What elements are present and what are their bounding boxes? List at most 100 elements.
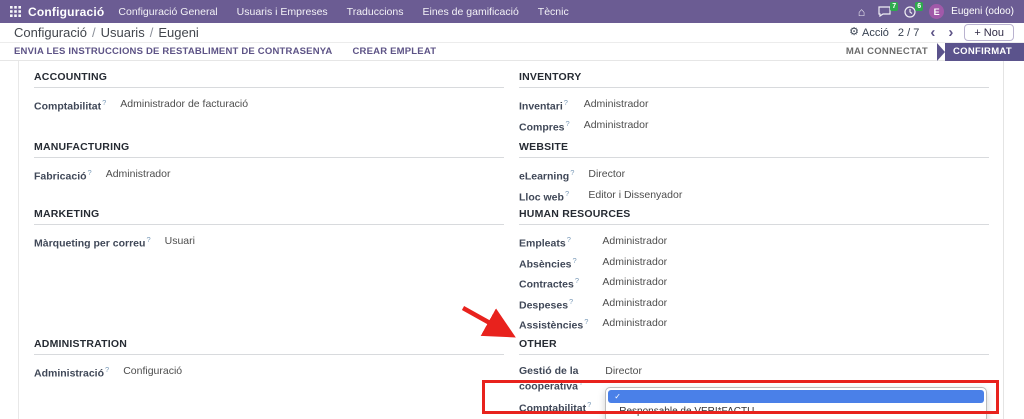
field-row: eLearning? Director: [519, 165, 682, 186]
form-button-bar: ENVIA LES INSTRUCCIONS DE RESTABLIMENT D…: [0, 42, 1024, 61]
send-password-reset-button[interactable]: ENVIA LES INSTRUCCIONS DE RESTABLIMENT D…: [14, 46, 333, 57]
field-value[interactable]: Director: [588, 168, 626, 180]
help-icon: ?: [574, 276, 580, 285]
help-icon: ?: [105, 365, 110, 374]
pager-next-icon[interactable]: ›: [948, 23, 954, 41]
field-value[interactable]: Administrador: [583, 118, 649, 131]
pager-previous-icon[interactable]: ‹: [930, 23, 936, 41]
field-row: Assistències? Administrador: [519, 314, 667, 335]
field-label: eLearning?: [519, 168, 575, 183]
section-title: MANUFACTURING: [34, 141, 504, 158]
field-value[interactable]: Editor i Dissenyador: [588, 188, 683, 201]
messages-badge: 7: [890, 2, 899, 11]
comptabilitat-dropdown: ✓ Responsable de VERI*FACTU: [605, 386, 988, 419]
field-value[interactable]: Administrador: [602, 317, 668, 329]
form-sheet: ACCOUNTING Comptabilitat? Administrador …: [18, 61, 1004, 419]
field-row: Administració? Configuració: [34, 362, 182, 383]
action-menu-button[interactable]: ⚙ Acció: [849, 27, 889, 39]
section-title: OTHER: [519, 338, 989, 355]
breadcrumb-current: Eugeni: [158, 25, 199, 40]
menu-usuaris-i-empreses[interactable]: Usuaris i Empreses: [236, 5, 328, 18]
help-icon: ?: [578, 378, 584, 387]
field-row: Màrqueting per correu? Usuari: [34, 232, 195, 253]
menu-eines-de-gamificacio[interactable]: Eines de gamificació: [422, 5, 519, 18]
field-value[interactable]: Administrador: [602, 296, 668, 309]
field-label: Gestió de la cooperativa?: [519, 365, 584, 393]
new-record-button[interactable]: + Nou: [964, 24, 1014, 41]
help-icon: ?: [563, 98, 568, 107]
field-label: Despeses?: [519, 296, 574, 312]
field-label: Compres?: [519, 118, 570, 134]
help-icon: ?: [146, 235, 151, 244]
app-title[interactable]: Configuració: [28, 4, 105, 19]
field-label: Comptabilitat?: [34, 98, 107, 113]
activities-badge: 6: [915, 1, 924, 11]
user-name[interactable]: Eugeni (odoo): [951, 6, 1014, 17]
field-value[interactable]: Configuració: [123, 365, 183, 377]
activities-clock-icon[interactable]: 6: [904, 1, 924, 18]
status-mai-connectat[interactable]: MAI CONNECTAT: [845, 46, 928, 57]
field-value[interactable]: Administrador: [602, 235, 668, 247]
field-value[interactable]: Administrador: [602, 276, 668, 288]
section-manufacturing: MANUFACTURING Fabricació? Administrador: [34, 141, 504, 208]
dropdown-selected-blank-option[interactable]: ✓: [608, 389, 985, 403]
field-label: Inventari?: [519, 98, 568, 113]
field-value[interactable]: Administrador de facturació: [120, 98, 249, 110]
help-icon: ?: [570, 168, 575, 177]
field-row: Comptabilitat? Administrador de facturac…: [34, 95, 248, 116]
header-buttons: ENVIA LES INSTRUCCIONS DE RESTABLIMENT D…: [14, 46, 436, 57]
help-icon: ?: [566, 235, 571, 244]
field-value[interactable]: Usuari: [164, 235, 195, 247]
help-icon: ?: [102, 98, 107, 107]
field-value[interactable]: Director: [605, 365, 643, 377]
section-inventory: INVENTORY Inventari? Administrador Compr…: [519, 71, 989, 141]
home-icon[interactable]: ⌂: [857, 4, 866, 19]
menu-configuracio-general[interactable]: Configuració General: [118, 5, 218, 18]
section-title: MARKETING: [34, 208, 504, 225]
field-row: Compres? Administrador: [519, 116, 648, 137]
field-row: Lloc web? Editor i Dissenyador: [519, 186, 682, 207]
breadcrumb-configuracio[interactable]: Configuració: [14, 25, 87, 40]
help-icon: ?: [564, 188, 570, 198]
status-confirmat-badge[interactable]: CONFIRMAT: [945, 42, 1024, 61]
messages-icon[interactable]: 7: [878, 2, 899, 17]
field-label: Contractes?: [519, 276, 580, 291]
field-label: Absències?: [519, 255, 577, 271]
field-row: Inventari? Administrador: [519, 95, 648, 116]
breadcrumb-separator: /: [149, 25, 154, 40]
control-panel: Configuració / Usuaris / Eugeni ⚙ Acció …: [0, 23, 1024, 43]
section-title: HUMAN RESOURCES: [519, 208, 989, 225]
action-label: Acció: [862, 26, 889, 39]
create-employee-button[interactable]: CREAR EMPLEAT: [352, 46, 437, 57]
field-value[interactable]: Administrador: [602, 255, 668, 268]
navbar-menu: Configuració General Usuaris i Empreses …: [118, 6, 568, 18]
help-icon: ?: [565, 118, 570, 128]
section-title: INVENTORY: [519, 71, 989, 88]
apps-grid-icon[interactable]: [10, 6, 21, 17]
section-other: OTHER Gestió de la cooperativa? Director…: [519, 338, 989, 419]
top-navbar: Configuració Configuració General Usuari…: [0, 0, 1024, 23]
field-value[interactable]: Administrador: [583, 98, 649, 110]
dropdown-option-responsable-verifactu[interactable]: Responsable de VERI*FACTU: [619, 405, 755, 417]
field-label: Assistències?: [519, 317, 589, 332]
gear-icon: ⚙: [849, 26, 860, 38]
section-title: WEBSITE: [519, 141, 989, 158]
section-title: ADMINISTRATION: [34, 338, 504, 355]
app-switcher[interactable]: Configuració: [10, 5, 104, 19]
menu-tecnic[interactable]: Tècnic: [537, 5, 569, 18]
breadcrumb: Configuració / Usuaris / Eugeni: [14, 25, 199, 40]
field-value-comptabilitat-other[interactable]: ✓ Responsable de VERI*FACTU: [605, 386, 988, 419]
help-icon: ?: [584, 317, 589, 326]
field-label: Administració?: [34, 365, 110, 380]
user-avatar[interactable]: E: [929, 4, 945, 19]
field-row-comptabilitat: Comptabilitat? ✓ Responsable de VERI*FAC…: [519, 386, 988, 419]
breadcrumb-usuaris[interactable]: Usuaris: [100, 25, 145, 40]
help-icon: ?: [87, 168, 92, 177]
section-administration: ADMINISTRATION Administració? Configurac…: [34, 338, 504, 419]
field-label: Màrqueting per correu?: [34, 235, 151, 250]
section-human-resources: HUMAN RESOURCES Empleats? Administrador …: [519, 208, 989, 338]
field-row: Fabricació? Administrador: [34, 165, 170, 186]
menu-traduccions[interactable]: Traduccions: [346, 5, 404, 18]
field-row: Contractes? Administrador: [519, 273, 667, 294]
field-value[interactable]: Administrador: [105, 168, 171, 180]
